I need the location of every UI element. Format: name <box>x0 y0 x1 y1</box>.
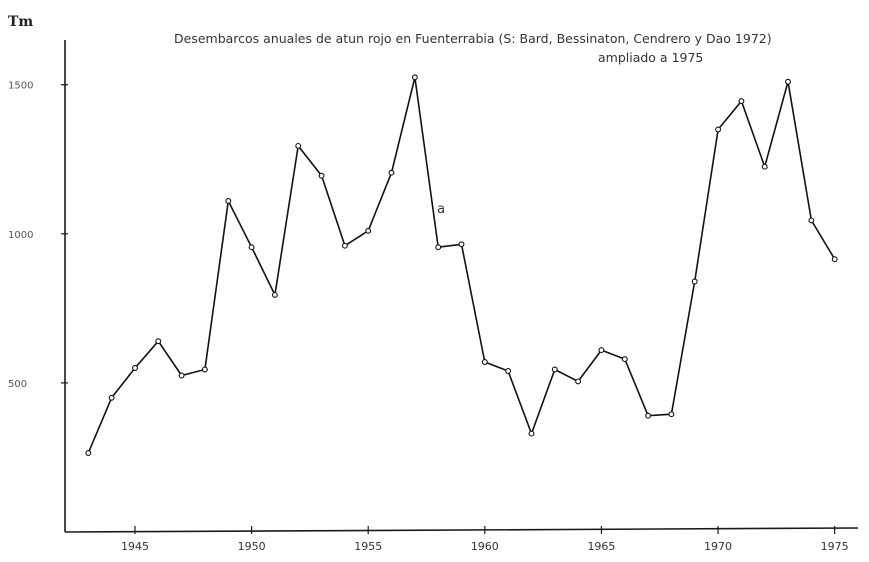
data-point <box>668 411 675 418</box>
series-line <box>87 76 836 454</box>
data-point <box>155 338 162 345</box>
x-tick-label: 1950 <box>238 540 266 553</box>
x-tick-label: 1965 <box>587 540 615 553</box>
chart-title: Desembarcos anuales de atun rojo en Fuen… <box>174 31 772 46</box>
data-points <box>85 74 838 456</box>
y-tick-label: 1500 <box>8 81 33 92</box>
y-tick-label: 1000 <box>8 230 33 241</box>
x-axis-line <box>64 527 859 533</box>
data-point <box>785 78 791 85</box>
data-point <box>248 244 255 251</box>
data-point <box>365 227 372 234</box>
data-point <box>481 359 488 365</box>
data-point <box>108 394 115 401</box>
data-point <box>621 356 628 363</box>
data-point <box>411 74 418 81</box>
data-point <box>388 169 395 176</box>
data-point <box>738 98 745 105</box>
data-point <box>831 256 838 263</box>
data-point <box>341 242 348 249</box>
data-point <box>598 347 605 354</box>
data-point <box>528 430 535 437</box>
y-axis-label: Tm <box>8 14 33 30</box>
x-tick-label: 1960 <box>471 540 499 553</box>
data-point <box>271 291 278 298</box>
data-point <box>85 450 92 456</box>
chart-subtitle: ampliado a 1975 <box>598 50 703 65</box>
data-point <box>318 172 325 179</box>
data-point <box>505 368 512 374</box>
x-axis-ticks: 1945 1950 1955 1960 1965 1970 1975 <box>121 526 849 553</box>
x-tick-label: 1955 <box>354 540 382 553</box>
data-point <box>645 412 652 419</box>
data-point <box>225 198 232 204</box>
data-point <box>435 244 442 251</box>
data-point <box>715 126 722 133</box>
x-tick-label: 1945 <box>121 540 149 553</box>
x-tick-label: 1970 <box>704 540 732 553</box>
data-point <box>201 366 208 373</box>
data-point <box>551 366 558 373</box>
data-point <box>178 372 185 379</box>
y-tick-label: 500 <box>8 379 27 390</box>
data-point <box>132 365 138 371</box>
chart-title-group: Desembarcos anuales de atun rojo en Fuen… <box>174 31 772 65</box>
x-tick-label: 1975 <box>821 540 849 553</box>
data-point <box>575 378 582 385</box>
data-point <box>458 241 465 248</box>
data-point <box>295 142 302 149</box>
data-point <box>761 163 768 170</box>
data-point <box>808 217 815 224</box>
annotation-label: a <box>437 202 445 217</box>
y-axis-ticks: 500 1000 1500 <box>8 81 68 390</box>
data-point <box>691 278 698 285</box>
